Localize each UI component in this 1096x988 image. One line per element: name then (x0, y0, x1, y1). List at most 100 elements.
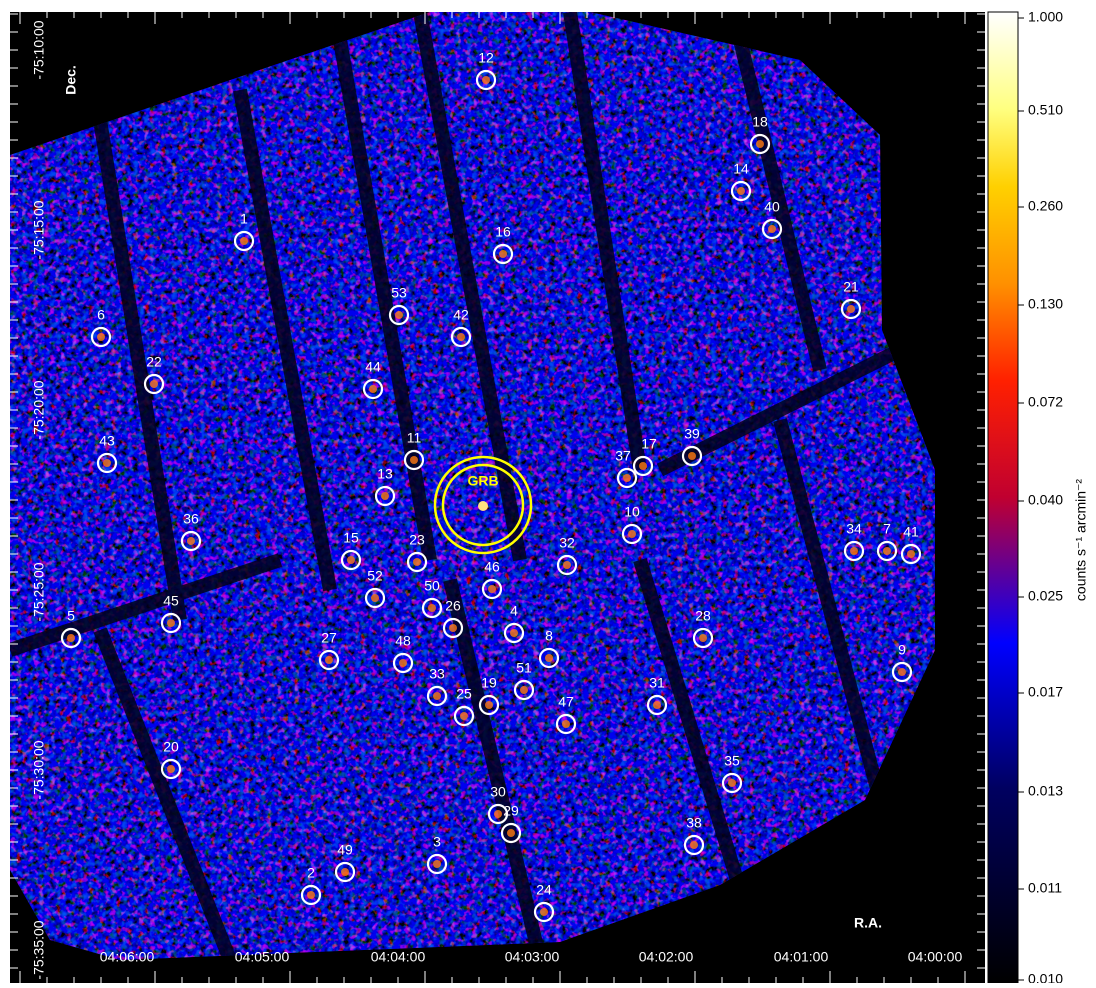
source-label: 15 (343, 530, 359, 546)
colorbar-tick-label: 0.510 (1028, 102, 1063, 118)
y-axis-label: Dec. (63, 65, 79, 95)
colorbar-tick-label: 0.072 (1028, 394, 1063, 410)
x-axis-label: R.A. (854, 915, 882, 931)
source-spot (737, 187, 745, 195)
source-label: 9 (898, 642, 906, 658)
source-spot (167, 765, 175, 773)
source-label: 36 (183, 511, 199, 527)
y-tick-label: -75:15:00 (31, 200, 47, 259)
source-spot (507, 829, 515, 837)
source-spot (341, 868, 349, 876)
source-label: 18 (752, 114, 768, 130)
source-label: 16 (495, 224, 511, 240)
colorbar-label: counts s⁻¹ arcmin⁻² (1073, 479, 1089, 601)
source-label: 24 (536, 882, 552, 898)
source-label: 47 (558, 694, 574, 710)
colorbar-tick-label: 0.010 (1028, 971, 1063, 983)
colorbar-tick-label: 0.017 (1028, 684, 1063, 700)
grb-spot (478, 501, 488, 511)
source-spot (768, 225, 776, 233)
source-spot (410, 456, 418, 464)
y-tick-label: -75:20:00 (31, 380, 47, 439)
source-label: 14 (733, 161, 749, 177)
source-label: 32 (559, 535, 575, 551)
source-label: 27 (321, 630, 337, 646)
source-label: 38 (686, 815, 702, 831)
source-spot (563, 561, 571, 569)
source-spot (639, 462, 647, 470)
source-spot (690, 841, 698, 849)
source-label: 43 (99, 433, 115, 449)
source-label: 48 (395, 633, 411, 649)
source-label: 4 (510, 603, 518, 619)
source-spot (499, 250, 507, 258)
source-label: 19 (481, 675, 497, 691)
source-spot (688, 452, 696, 460)
source-spot (399, 659, 407, 667)
source-label: 5 (67, 608, 75, 624)
source-label: 51 (516, 660, 532, 676)
source-spot (847, 305, 855, 313)
source-label: 21 (843, 279, 859, 295)
x-tick-label: 04:03:00 (505, 949, 560, 965)
source-label: 26 (445, 598, 461, 614)
source-spot (460, 712, 468, 720)
source-label: 25 (456, 686, 472, 702)
source-label: 33 (429, 666, 445, 682)
source-spot (150, 380, 158, 388)
source-label: 10 (624, 504, 640, 520)
grb-label: GRB (467, 473, 498, 489)
source-label: 41 (903, 524, 919, 540)
source-spot (540, 908, 548, 916)
source-label: 49 (337, 842, 353, 858)
source-spot (699, 634, 707, 642)
colorbar-tick-label: 1.000 (1028, 9, 1063, 25)
source-spot (494, 810, 502, 818)
source-label: 11 (407, 430, 422, 446)
source-label: 6 (97, 307, 105, 323)
x-tick-label: 04:00:00 (908, 949, 963, 965)
source-spot (449, 624, 457, 632)
source-label: 44 (365, 359, 381, 375)
source-spot (907, 550, 915, 558)
source-label: 1 (240, 211, 248, 227)
source-label: 8 (545, 628, 553, 644)
source-spot (381, 492, 389, 500)
source-spot (369, 385, 377, 393)
source-label: 3 (433, 834, 441, 850)
source-label: 42 (453, 307, 469, 323)
source-label: 45 (163, 593, 179, 609)
source-spot (371, 594, 379, 602)
source-spot (623, 474, 631, 482)
source-label: 12 (478, 50, 494, 66)
source-spot (653, 701, 661, 709)
source-spot (485, 701, 493, 709)
source-spot (428, 604, 436, 612)
y-tick-label: -75:30:00 (31, 740, 47, 799)
source-spot (488, 585, 496, 593)
source-label: 13 (377, 466, 393, 482)
source-label: 52 (367, 568, 383, 584)
x-tick-label: 04:04:00 (371, 949, 426, 965)
source-spot (510, 629, 518, 637)
page: Dec. R.A. counts s⁻¹ arcmin⁻² -75:10:00-… (0, 0, 1096, 988)
source-spot (395, 311, 403, 319)
x-tick-label: 04:02:00 (639, 949, 694, 965)
source-spot (240, 237, 248, 245)
source-spot (103, 459, 111, 467)
source-spot (433, 692, 441, 700)
colorbar-tick-label: 0.011 (1028, 880, 1062, 896)
source-label: 37 (615, 448, 631, 464)
source-spot (850, 547, 858, 555)
source-label: 17 (641, 436, 657, 452)
colorbar-tick-label: 0.040 (1028, 492, 1063, 508)
source-spot (325, 656, 333, 664)
source-spot (728, 779, 736, 787)
source-label: 53 (391, 285, 407, 301)
source-label: 50 (424, 578, 440, 594)
source-label: 20 (163, 739, 179, 755)
colorbar-tick-label: 0.130 (1028, 296, 1063, 312)
colorbar-tick-label: 0.025 (1028, 588, 1063, 604)
source-spot (482, 76, 490, 84)
source-spot (756, 140, 764, 148)
